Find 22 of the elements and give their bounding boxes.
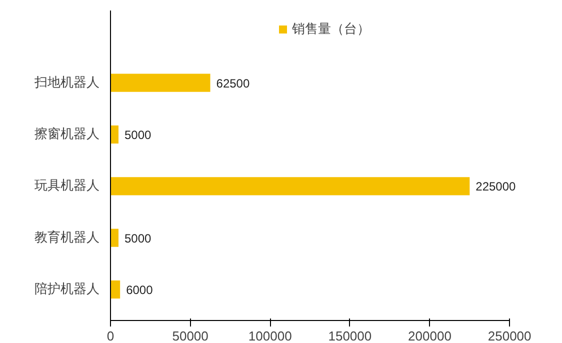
data-label: 62500 [216, 76, 250, 90]
bar [110, 74, 210, 92]
data-label: 225000 [476, 180, 516, 194]
bar [110, 228, 118, 247]
data-label: 5000 [124, 128, 152, 142]
x-tick-label: 200000 [408, 328, 452, 343]
data-label: 5000 [124, 231, 152, 246]
bar [110, 280, 120, 299]
y-tick-label: 擦窗机器人 [34, 126, 100, 142]
bar [110, 125, 118, 144]
x-tick-label: 250000 [488, 328, 532, 343]
x-tick-label: 0 [106, 328, 114, 343]
x-tick-label: 50000 [172, 328, 208, 343]
y-tick-label: 玩具机器人 [34, 178, 100, 194]
y-tick-label: 陪护机器人 [34, 282, 100, 297]
legend-label: 销售量（台） [292, 21, 370, 38]
x-tick-label: 100000 [248, 328, 292, 343]
y-tick-label: 扫地机器人 [34, 75, 100, 90]
data-label: 6000 [126, 283, 154, 297]
y-tick-label: 教育机器人 [34, 229, 100, 246]
bar [110, 177, 470, 196]
x-tick-label: 150000 [328, 328, 372, 343]
